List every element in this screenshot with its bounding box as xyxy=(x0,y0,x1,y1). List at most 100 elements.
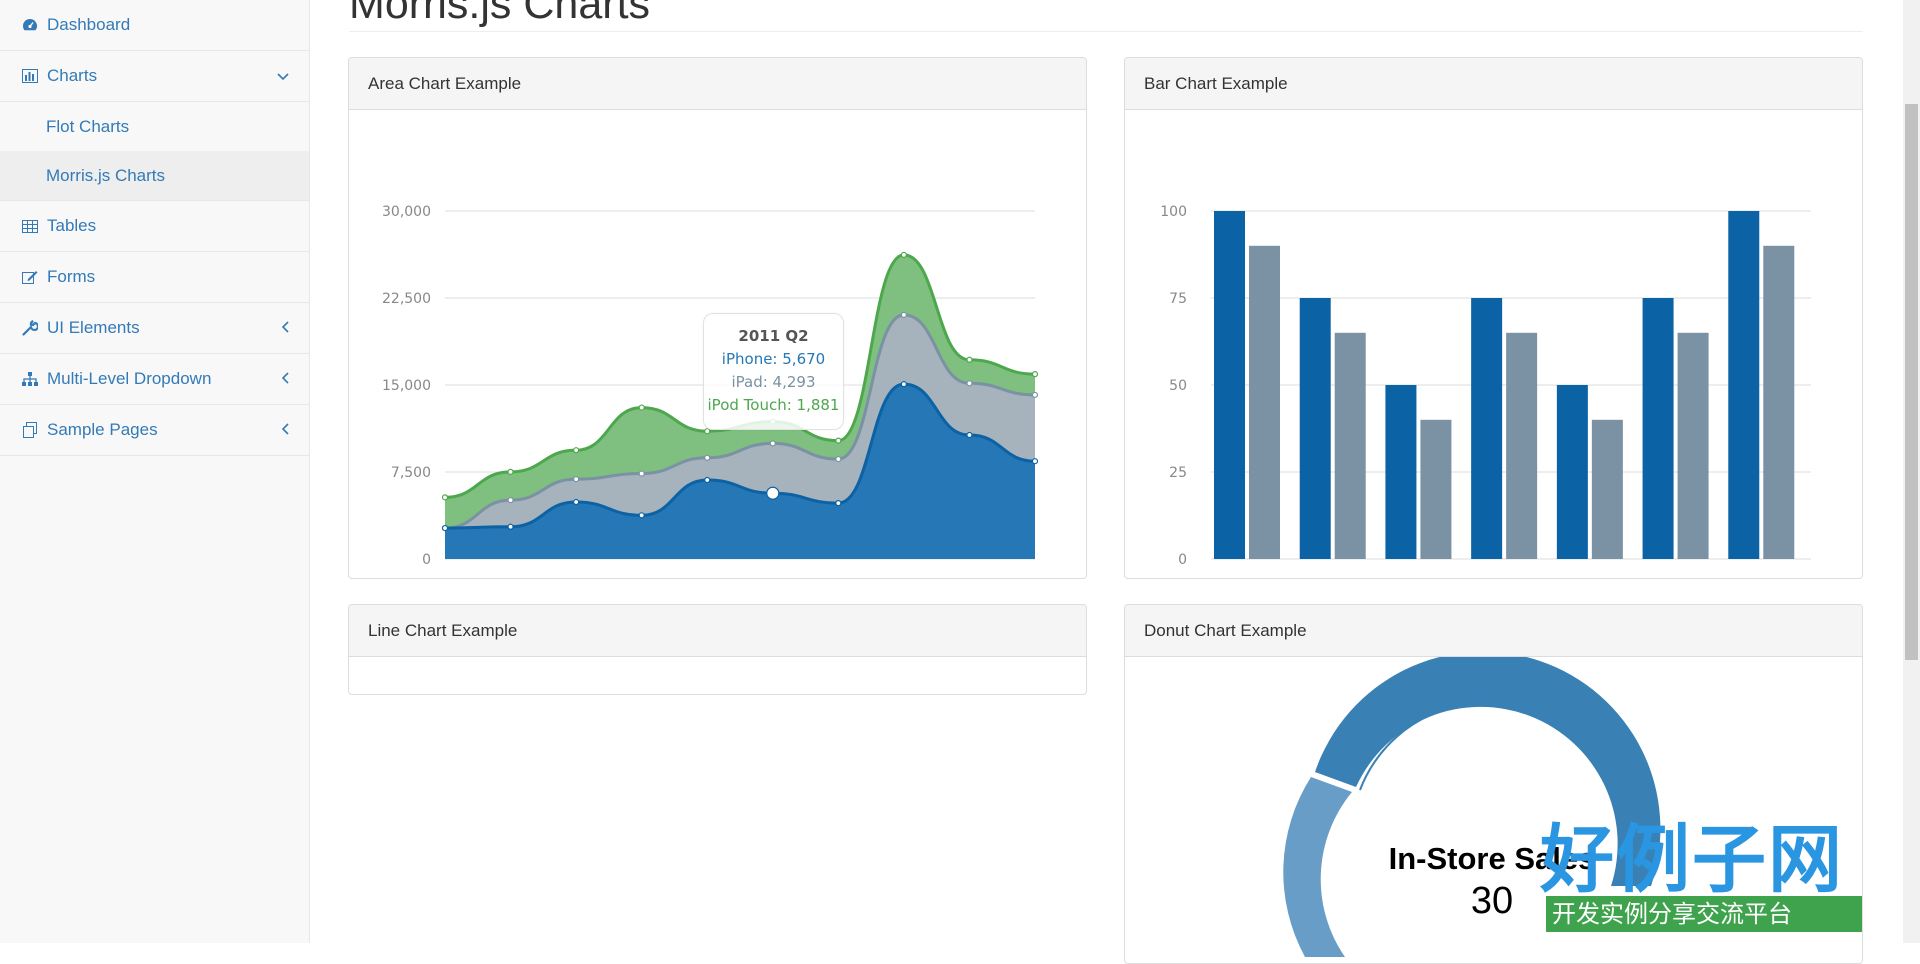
tooltip-iphone: iPhone: 5,670 xyxy=(721,350,826,368)
bar[interactable] xyxy=(1642,298,1674,559)
sitemap-icon xyxy=(21,370,39,388)
y-tick-label: 75 xyxy=(1169,291,1187,307)
panel-heading: Line Chart Example xyxy=(349,605,1086,657)
data-point[interactable] xyxy=(835,499,842,507)
watermark-logo-title: 好例子网 xyxy=(1540,817,1844,903)
sidebar-item-label: Charts xyxy=(47,66,98,85)
sidebar-item-tables[interactable]: Tables xyxy=(0,201,309,252)
data-point[interactable] xyxy=(638,512,645,519)
data-point[interactable] xyxy=(1031,458,1039,465)
files-icon xyxy=(21,421,39,439)
scrollbar-thumb[interactable] xyxy=(1905,104,1918,660)
data-point[interactable] xyxy=(835,437,842,444)
data-point[interactable] xyxy=(966,356,973,363)
data-point[interactable] xyxy=(1031,391,1039,399)
data-point[interactable] xyxy=(900,311,907,319)
data-point[interactable] xyxy=(507,497,514,504)
donut-segment[interactable] xyxy=(1283,777,1352,957)
bar[interactable] xyxy=(1556,385,1588,559)
sidebar-item-ui-elements[interactable]: UI Elements xyxy=(0,303,309,354)
bar[interactable] xyxy=(1334,332,1366,559)
data-point[interactable] xyxy=(966,431,973,439)
x-tick-label: 2012 xyxy=(1742,577,1778,578)
bar[interactable] xyxy=(1506,332,1538,559)
table-icon xyxy=(21,217,39,235)
sidebar-item-sample-pages[interactable]: Sample Pages xyxy=(0,405,309,456)
x-tick-label: 2011 xyxy=(645,577,681,578)
donut-inner-ring xyxy=(1359,701,1623,887)
bar[interactable] xyxy=(1763,245,1795,560)
sidebar-subitem-flot-charts[interactable]: Flot Charts xyxy=(0,102,309,151)
data-point[interactable] xyxy=(704,476,711,484)
y-tick-label: 15,000 xyxy=(382,378,431,394)
vertical-scrollbar[interactable] xyxy=(1903,0,1920,943)
data-point[interactable] xyxy=(769,440,776,447)
y-tick-label: 0 xyxy=(422,552,431,568)
sidebar-subitem-label: Morris.js Charts xyxy=(46,165,166,185)
bar[interactable] xyxy=(1249,245,1280,560)
bar[interactable] xyxy=(1299,298,1331,559)
bar[interactable] xyxy=(1677,332,1709,559)
bar-chart[interactable]: 0 25 50 75 100 2006 2008 2010 2012 xyxy=(1125,110,1862,578)
y-tick-label: 50 xyxy=(1169,378,1187,394)
data-point[interactable] xyxy=(766,486,780,500)
panel-heading: Area Chart Example xyxy=(349,58,1086,110)
sidebar-item-charts[interactable]: Charts xyxy=(0,51,309,102)
x-tick-label: 2010 xyxy=(1571,577,1607,578)
data-point[interactable] xyxy=(441,524,449,532)
tooltip-title: 2011 Q2 xyxy=(738,327,809,345)
bar[interactable] xyxy=(1471,298,1503,559)
data-point[interactable] xyxy=(1031,371,1039,378)
sidebar-item-label: UI Elements xyxy=(47,318,140,337)
y-tick-label: 30,000 xyxy=(382,204,431,220)
bar[interactable] xyxy=(1591,419,1623,559)
data-point[interactable] xyxy=(900,381,907,388)
data-point[interactable] xyxy=(573,498,580,506)
sidebar-item-dashboard[interactable]: Dashboard xyxy=(0,0,309,51)
title-divider xyxy=(349,31,1863,32)
data-point[interactable] xyxy=(835,455,842,463)
dashboard-icon xyxy=(21,16,39,34)
area-series-iphone[interactable] xyxy=(445,384,1035,559)
x-tick-label: 2006 xyxy=(1228,577,1264,578)
data-point[interactable] xyxy=(966,380,973,387)
sidebar-item-label: Tables xyxy=(47,216,97,235)
area-series-iphone-line xyxy=(444,382,1036,530)
data-point[interactable] xyxy=(507,523,514,530)
bar[interactable] xyxy=(1420,419,1452,559)
y-tick-label: 0 xyxy=(1178,552,1187,568)
watermark-logo: 好例子网 开发实例分享交流平台 xyxy=(1540,800,1862,943)
data-point[interactable] xyxy=(704,454,711,461)
tooltip-ipad: iPad: 4,293 xyxy=(731,373,816,391)
data-point[interactable] xyxy=(638,470,645,477)
bar[interactable] xyxy=(1728,211,1760,559)
y-tick-label: 22,500 xyxy=(382,291,431,307)
area-chart[interactable]: 0 7,500 15,000 22,500 30,000 2011 2012 xyxy=(349,110,1086,578)
data-point[interactable] xyxy=(441,494,449,501)
sidebar-item-multi-level-dropdown[interactable]: Multi-Level Dropdown xyxy=(0,354,309,405)
sidebar-item-label: Forms xyxy=(47,267,96,286)
data-point[interactable] xyxy=(900,251,907,259)
sidebar-subitem-morris-charts[interactable]: Morris.js Charts xyxy=(0,151,309,201)
y-tick-label: 7,500 xyxy=(391,465,431,481)
line-chart-panel: Line Chart Example xyxy=(348,604,1087,695)
bar-chart-panel: Bar Chart Example 0 25 50 75 100 2006 2008 2010… xyxy=(1124,57,1863,579)
edit-icon xyxy=(21,268,39,286)
tooltip-ipod: iPod Touch: 1,881 xyxy=(707,396,840,414)
watermark-logo-tagline: 开发实例分享交流平台 xyxy=(1546,896,1862,932)
donut-center-value: 30 xyxy=(1471,880,1513,922)
data-point[interactable] xyxy=(573,447,580,454)
area-series-ipad-line xyxy=(444,313,1036,530)
data-point[interactable] xyxy=(507,468,514,475)
donut-chart[interactable]: In-Store Sales 30 xyxy=(1125,657,1862,957)
bar[interactable] xyxy=(1385,385,1417,559)
data-point[interactable] xyxy=(573,476,580,483)
sidebar: Dashboard Charts Flot Charts Morris.js C… xyxy=(0,0,310,943)
donut-segment[interactable] xyxy=(1315,657,1661,886)
data-point[interactable] xyxy=(638,404,645,411)
sidebar-item-forms[interactable]: Forms xyxy=(0,252,309,303)
bar[interactable] xyxy=(1214,211,1245,559)
chevron-left-icon xyxy=(281,371,289,387)
panel-heading: Bar Chart Example xyxy=(1125,58,1862,110)
sidebar-item-label: Multi-Level Dropdown xyxy=(47,369,212,388)
